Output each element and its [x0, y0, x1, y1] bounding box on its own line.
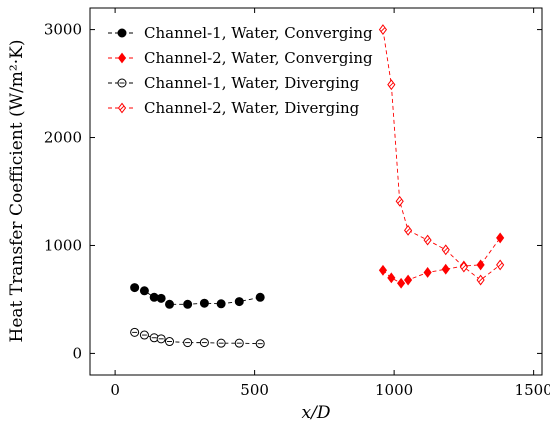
x-tick-label: 1000	[375, 381, 413, 399]
legend-entry: Channel-1, Water, Diverging	[108, 74, 360, 92]
data-point	[255, 292, 265, 302]
legend-marker	[117, 28, 127, 38]
y-tick-label: 3000	[44, 21, 82, 39]
data-point	[130, 283, 140, 293]
legend-label: Channel-2, Water, Converging	[144, 49, 373, 67]
y-tick-label: 2000	[44, 129, 82, 147]
x-tick-label: 0	[110, 381, 120, 399]
data-point-bar	[425, 237, 430, 243]
series-line	[382, 237, 501, 284]
plot-frame	[89, 7, 543, 376]
legend: Channel-1, Water, Converging Channel-2, W…	[108, 24, 373, 117]
y-axis-title: Heat Transfer Coefficient (W/m²·K)	[7, 40, 27, 343]
legend-entry: Channel-2, Water, Diverging	[108, 99, 360, 117]
data-point	[441, 263, 450, 275]
x-axis-title: x/D	[302, 403, 331, 423]
data-point	[165, 299, 175, 309]
series-2	[378, 232, 505, 289]
series-4	[378, 24, 505, 286]
data-point	[156, 293, 166, 303]
y-tick-label: 1000	[44, 236, 82, 254]
data-point	[403, 274, 413, 286]
data-point	[476, 259, 485, 271]
data-point	[387, 272, 396, 284]
data-point-bar	[397, 198, 403, 204]
data-point	[183, 299, 193, 309]
legend-label: Channel-1, Water, Diverging	[144, 74, 360, 92]
legend-label: Channel-1, Water, Converging	[144, 24, 373, 42]
legend-label: Channel-2, Water, Diverging	[144, 99, 360, 117]
data-point	[378, 264, 388, 276]
data-point	[496, 232, 505, 244]
data-point-bar	[497, 262, 503, 268]
data-point	[199, 298, 209, 308]
data-point-bar	[380, 27, 386, 32]
y-tick-label: 0	[72, 344, 82, 362]
x-tick-label: 1500	[515, 381, 550, 399]
legend-marker-bar	[119, 105, 125, 111]
ticks-layer: 0 500 1000 1500 0 1000 2000 3000	[44, 8, 550, 399]
data-point	[397, 277, 406, 289]
legend-entry: Channel-1, Water, Converging	[108, 24, 373, 42]
data-point-bar	[389, 82, 394, 87]
data-point-bar	[461, 264, 467, 270]
series-line	[134, 331, 261, 345]
data-point	[139, 286, 149, 296]
series-line	[134, 287, 261, 305]
series-1	[130, 283, 265, 309]
series-layer	[130, 24, 505, 349]
data-point	[216, 299, 226, 309]
data-point-bar	[405, 228, 411, 233]
x-tick-label: 500	[240, 381, 269, 399]
series-3	[130, 327, 265, 349]
legend-entry: Channel-2, Water, Converging	[108, 49, 373, 67]
legend-marker	[117, 52, 127, 64]
data-point-bar	[443, 247, 449, 253]
data-point	[423, 267, 432, 278]
data-point-bar	[478, 277, 483, 283]
data-point	[234, 297, 244, 307]
series-line	[382, 29, 501, 281]
